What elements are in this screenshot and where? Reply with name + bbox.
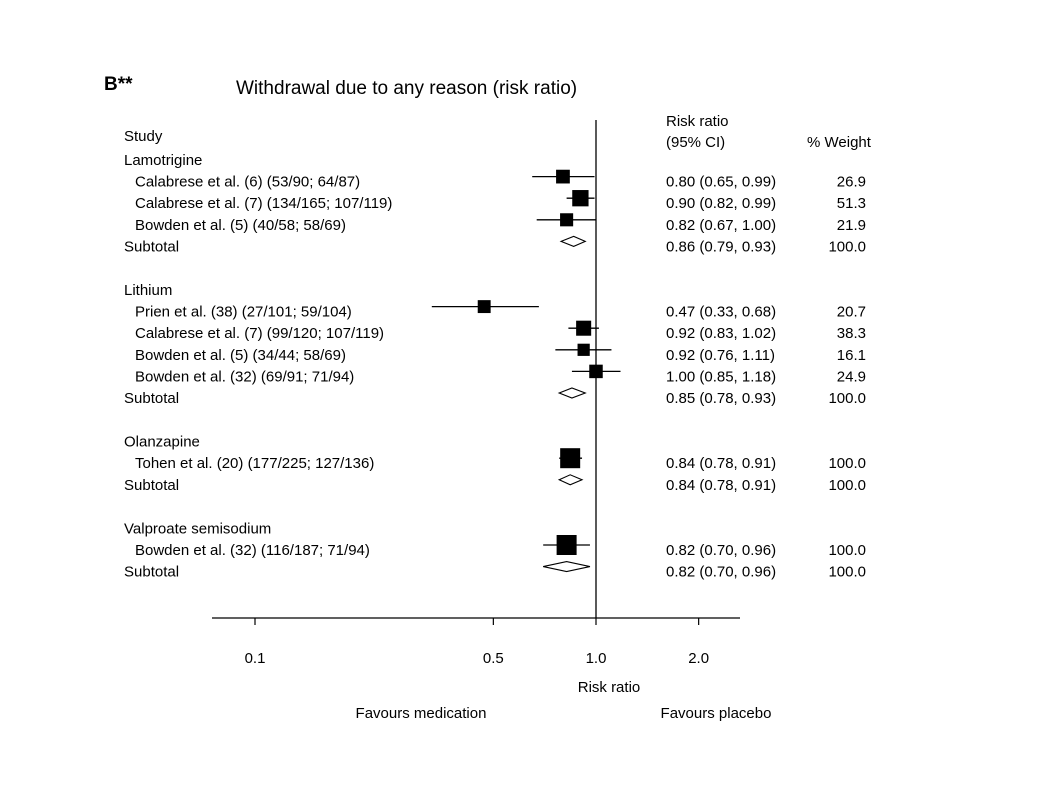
subtotal-diamond	[557, 474, 584, 486]
point-estimate-marker	[577, 343, 590, 356]
ci-value: 0.84 (0.78, 0.91)	[666, 455, 776, 472]
ci-value: 1.00 (0.85, 1.18)	[666, 368, 776, 385]
weight-value: 51.3	[837, 195, 866, 212]
point-estimate-marker	[572, 190, 589, 207]
weight-value: 100.0	[828, 542, 866, 559]
weight-value: 26.9	[837, 174, 866, 191]
study-label: Bowden et al. (32) (116/187; 71/94)	[135, 542, 370, 559]
study-label: Calabrese et al. (6) (53/90; 64/87)	[135, 174, 360, 191]
weight-value: 38.3	[837, 325, 866, 342]
group-label: Valproate semisodium	[124, 520, 271, 537]
weight-value: 100.0	[828, 455, 866, 472]
point-estimate-marker	[576, 320, 592, 336]
x-axis: 0.1 0.5 1.0 2.0	[212, 120, 740, 667]
point-estimate-marker	[556, 535, 577, 555]
weight-value: 100.0	[828, 390, 866, 407]
chart-title: Withdrawal due to any reason (risk ratio…	[236, 78, 577, 99]
ci-value: 0.82 (0.70, 0.96)	[666, 564, 776, 581]
ci-value: 0.92 (0.76, 1.11)	[666, 347, 775, 364]
point-estimate-marker	[560, 448, 581, 469]
group-label: Lithium	[124, 282, 172, 299]
study-label: Calabrese et al. (7) (99/120; 107/119)	[135, 325, 384, 342]
subtotal-label: Subtotal	[124, 564, 179, 581]
risk-ratio-column-header: Risk ratio	[666, 113, 729, 130]
ci-value: 0.84 (0.78, 0.91)	[666, 477, 776, 494]
weight-value: 100.0	[828, 238, 866, 255]
group-label: Lamotrigine	[124, 152, 202, 169]
ci-value: 0.82 (0.70, 0.96)	[666, 542, 776, 559]
x-tick-label: 0.5	[483, 650, 504, 667]
ci-value: 0.82 (0.67, 1.00)	[666, 217, 776, 234]
x-tick-label: 0.1	[245, 650, 266, 667]
study-label: Calabrese et al. (7) (134/165; 107/119)	[135, 195, 392, 212]
ci-value: 0.92 (0.83, 1.02)	[666, 325, 776, 342]
study-column-header: Study	[124, 128, 163, 145]
x-tick-label: 1.0	[586, 650, 607, 667]
ci-column-header: (95% CI)	[666, 134, 725, 151]
study-label: Prien et al. (38) (27/101; 59/104)	[135, 304, 352, 321]
weight-value: 100.0	[828, 477, 866, 494]
study-label: Tohen et al. (20) (177/225; 127/136)	[135, 455, 374, 472]
ci-value: 0.86 (0.79, 0.93)	[666, 238, 776, 255]
subtotal-diamond	[543, 561, 591, 573]
x-tick-label: 2.0	[688, 650, 709, 667]
weight-column-header: % Weight	[807, 134, 872, 151]
subtotal-label: Subtotal	[124, 390, 179, 407]
ci-value: 0.80 (0.65, 0.99)	[666, 174, 776, 191]
study-label: Bowden et al. (5) (34/44; 58/69)	[135, 347, 346, 364]
point-estimate-marker	[560, 213, 574, 227]
study-label: Bowden et al. (5) (40/58; 58/69)	[135, 217, 346, 234]
weight-value: 20.7	[837, 304, 866, 321]
weight-value: 21.9	[837, 217, 866, 234]
ci-value: 0.85 (0.78, 0.93)	[666, 390, 776, 407]
ci-value: 0.90 (0.82, 0.99)	[666, 195, 776, 212]
subtotal-diamond	[557, 387, 587, 399]
study-rows: Lamotrigine Calabrese et al. (6) (53/90; …	[124, 152, 866, 581]
x-axis-label: Risk ratio	[578, 679, 641, 696]
panel-label: B**	[104, 74, 133, 95]
weight-value: 100.0	[828, 564, 866, 581]
study-label: Bowden et al. (32) (69/91; 71/94)	[135, 368, 354, 385]
favours-placebo-label: Favours placebo	[661, 705, 772, 722]
subtotal-diamond	[559, 235, 587, 247]
point-estimate-marker	[477, 300, 491, 314]
weight-value: 24.9	[837, 368, 866, 385]
subtotal-label: Subtotal	[124, 477, 179, 494]
weight-value: 16.1	[837, 347, 866, 364]
ci-value: 0.47 (0.33, 0.68)	[666, 304, 776, 321]
favours-medication-label: Favours medication	[356, 705, 487, 722]
group-label: Olanzapine	[124, 434, 200, 451]
point-estimate-marker	[556, 169, 570, 184]
subtotal-label: Subtotal	[124, 238, 179, 255]
